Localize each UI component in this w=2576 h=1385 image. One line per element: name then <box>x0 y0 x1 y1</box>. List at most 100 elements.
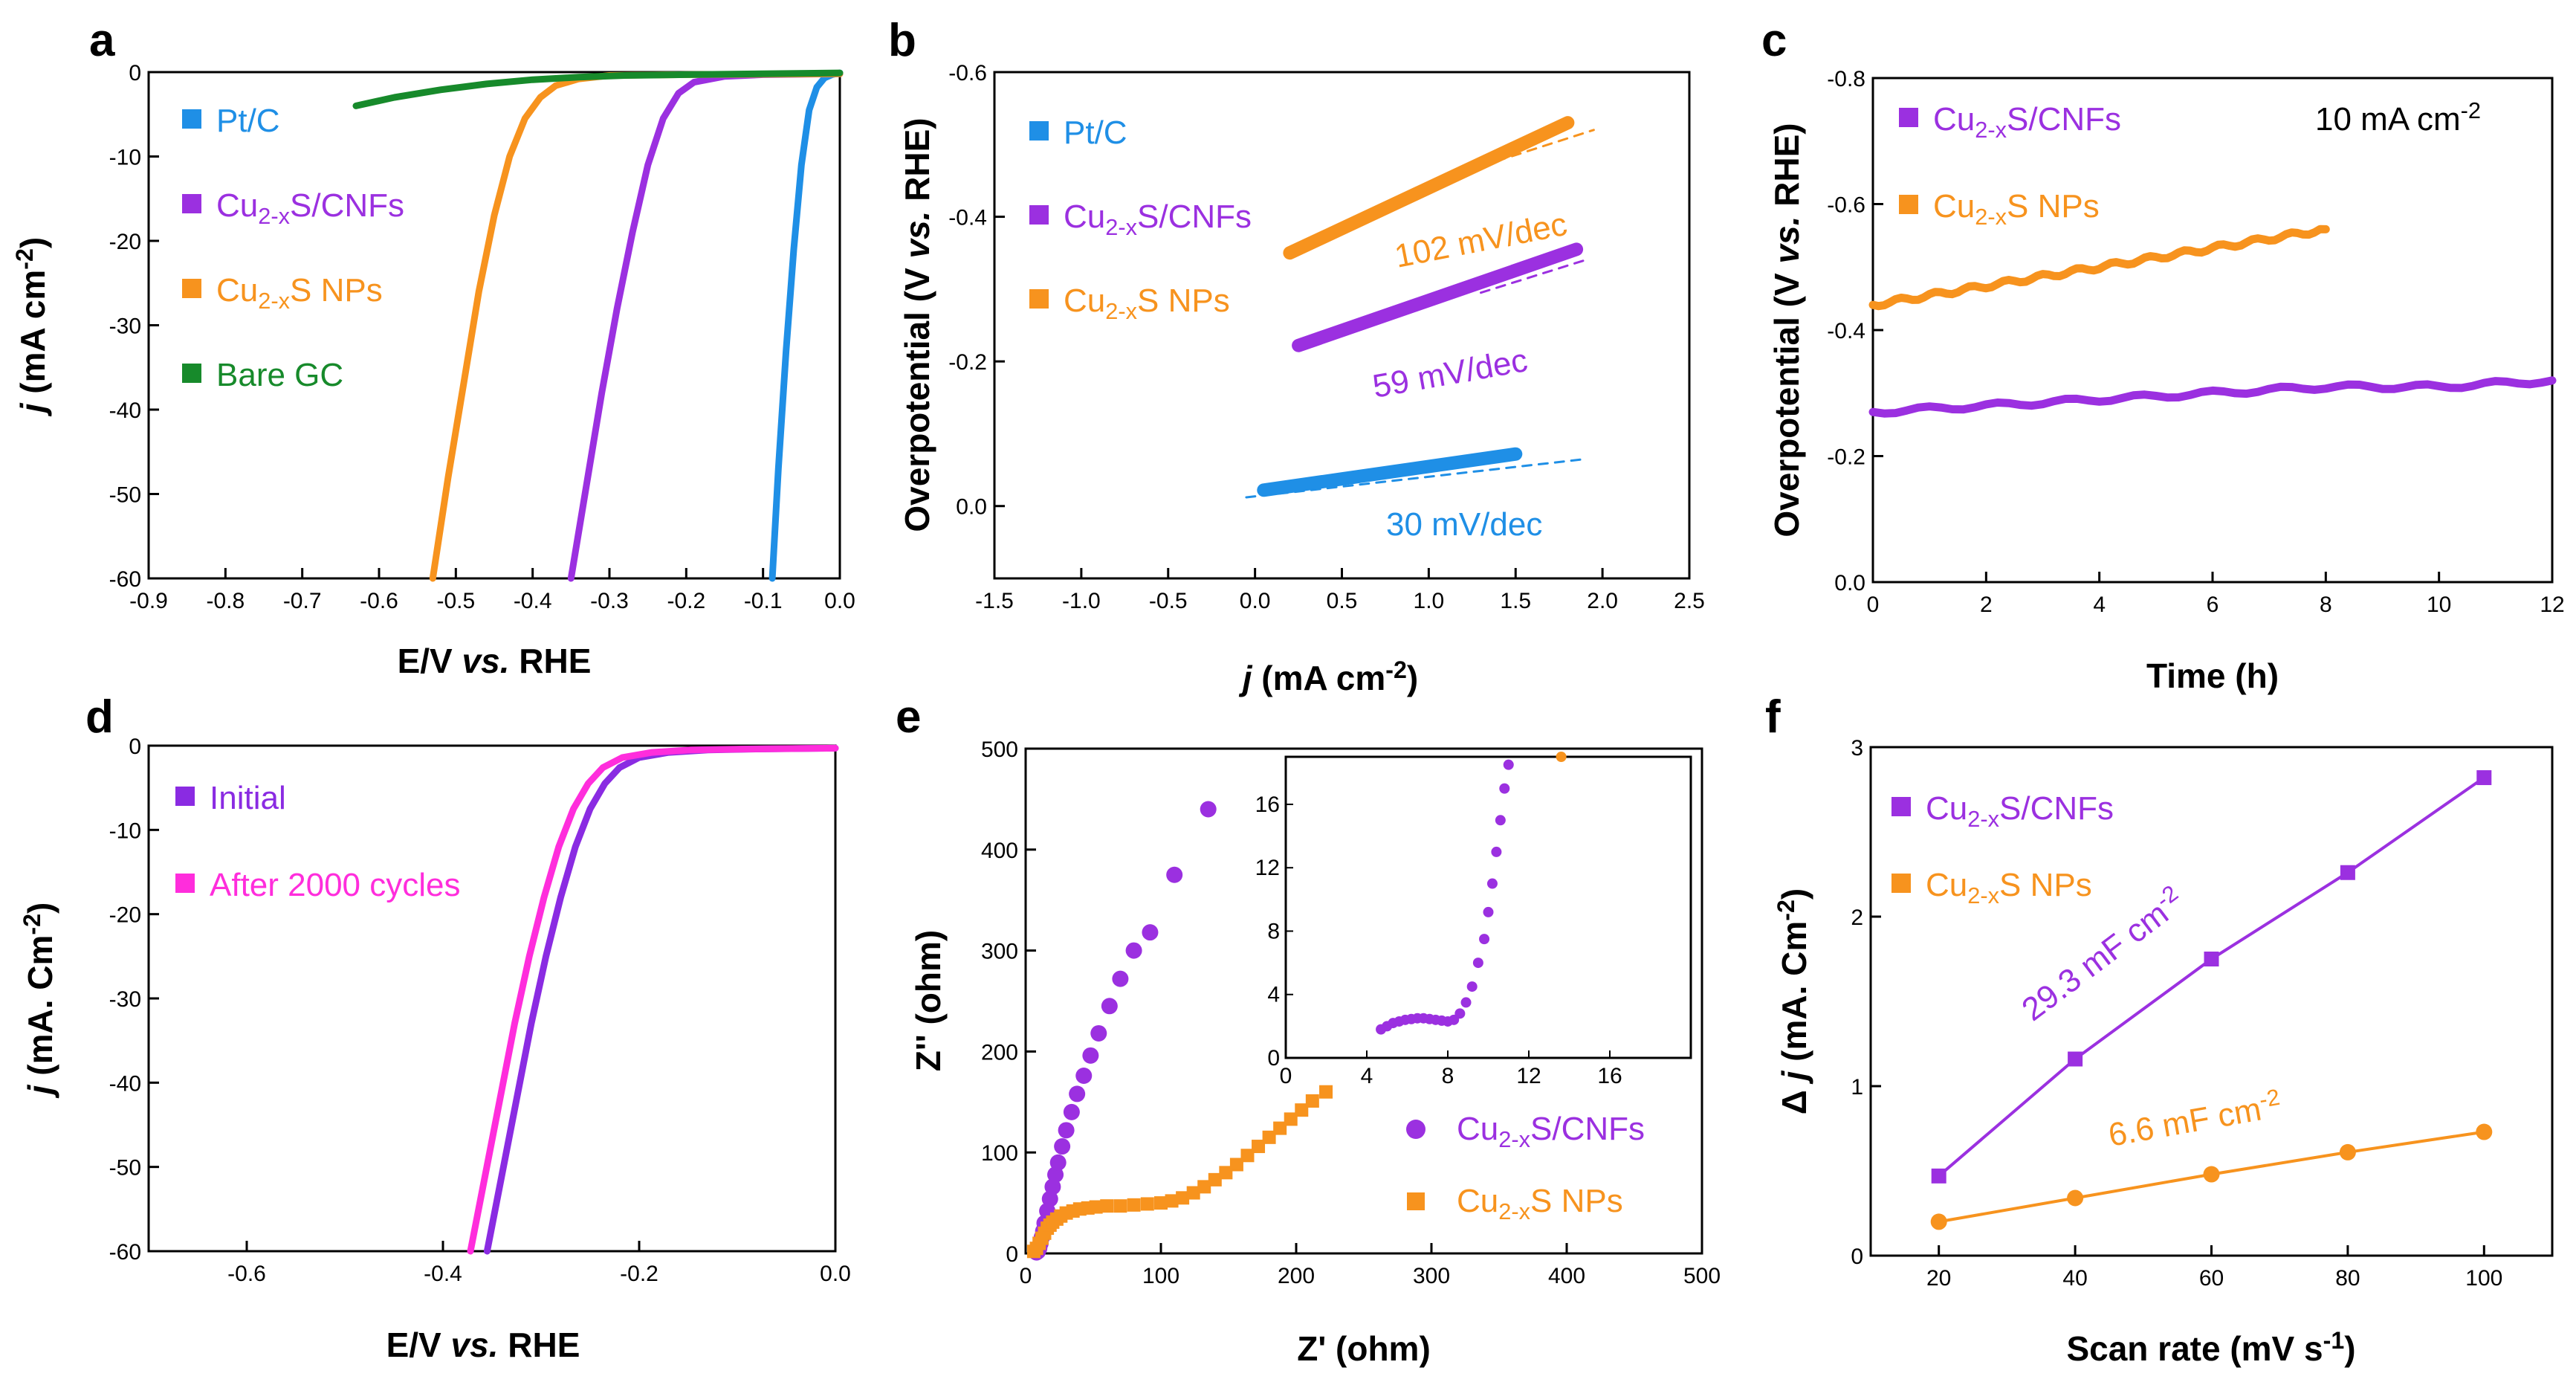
x-tick-label: -0.4 <box>514 589 552 613</box>
legend-swatch <box>182 194 201 213</box>
y-tick-label: -50 <box>109 1156 141 1181</box>
x-axis-label: E/V vs. RHE <box>386 1326 580 1364</box>
x-tick-label: 1.0 <box>1414 589 1445 613</box>
inset-point <box>1495 815 1506 826</box>
inset-x-tick-label: 16 <box>1597 1064 1622 1088</box>
x-tick-label: -0.6 <box>227 1262 266 1286</box>
legend-entry: Cu2-xS/CNFs <box>1457 1111 1645 1152</box>
y-tick-label: 2 <box>1851 905 1863 930</box>
plot-frame <box>1871 77 2554 584</box>
x-tick-label: -0.1 <box>744 589 783 613</box>
x-tick-label: 2.0 <box>1587 589 1618 613</box>
y-tick-label: 0 <box>1006 1242 1018 1267</box>
y-tick-label: 0.0 <box>1834 571 1865 595</box>
y-tick-label: 300 <box>981 940 1018 964</box>
data-point <box>2204 952 2219 966</box>
nyquist-point <box>1049 1154 1067 1171</box>
chart-a: -0.9 -0.8 -0.7 -0.6 -0.5 -0.4 -0.3 -0.2 -0.1 0.0 0… <box>11 61 855 680</box>
series-line <box>467 744 839 1255</box>
legend-swatch <box>1899 108 1918 127</box>
y-tick-label: 1 <box>1851 1075 1863 1100</box>
inset-x-tick-label: 12 <box>1516 1064 1541 1088</box>
inset-point <box>1454 1008 1466 1019</box>
nyquist-point <box>1075 1067 1093 1084</box>
legend-entry: Bare GC <box>216 357 343 393</box>
inset-point <box>1472 958 1483 969</box>
nyquist-point <box>1127 1198 1141 1212</box>
legend-entry: Cu2-xS NPs <box>1457 1183 1623 1224</box>
x-axis-label: Scan rate (mV s-1) <box>2066 1327 2355 1368</box>
nyquist-point <box>1090 1024 1107 1042</box>
x-axis-label: Time (h) <box>2146 656 2279 695</box>
x-tick-label: 2 <box>1980 593 1993 617</box>
x-tick-label: -0.4 <box>424 1262 462 1286</box>
data-point <box>2067 1189 2084 1207</box>
legend-entry: Cu2-xS/CNFs <box>1064 198 1252 240</box>
nyquist-point <box>1240 1149 1255 1163</box>
nyquist-point <box>1252 1140 1266 1154</box>
nyquist-point <box>1063 1103 1080 1120</box>
x-tick-label: 2.5 <box>1674 589 1705 613</box>
panel-label-f: f <box>1765 691 1781 743</box>
y-tick-label: -10 <box>109 819 141 843</box>
legend-entry: Cu2-xS NPs <box>1064 283 1230 324</box>
nyquist-point <box>1176 1191 1190 1205</box>
x-tick-label: 100 <box>2465 1266 2502 1291</box>
inset-y-tick-label: 8 <box>1267 919 1280 943</box>
y-axis-label: Δ j (mA. Cm-2) <box>1773 888 1813 1114</box>
y-tick-label: -20 <box>109 903 141 928</box>
nyquist-point <box>1069 1085 1086 1102</box>
panel-label-b: b <box>888 15 916 66</box>
y-axis-label: Overpotential (V vs. RHE) <box>1767 123 1806 537</box>
x-tick-label: 40 <box>2062 1266 2087 1291</box>
inset-y-tick-label: 16 <box>1255 792 1280 817</box>
series-line <box>567 70 844 582</box>
nyquist-point <box>1054 1138 1071 1155</box>
legend-swatch <box>1407 1192 1425 1210</box>
series-line <box>768 69 844 582</box>
tafel-fit-line <box>1480 129 1595 167</box>
legend-entry: Cu2-xS NPs <box>216 272 383 314</box>
x-tick-label: -1.0 <box>1062 589 1101 613</box>
chart-b: -1.5 -1.0 -0.5 0.0 0.5 1.0 1.5 2.0 2.5 -0.6 -0.4 -0… <box>898 61 1705 697</box>
x-tick-label: -0.9 <box>129 589 168 613</box>
x-tick-label: 0.0 <box>824 589 855 613</box>
panel-label-c: c <box>1761 15 1787 66</box>
y-tick-label: -10 <box>109 146 141 170</box>
x-tick-label: -0.7 <box>283 589 322 613</box>
nyquist-point <box>1197 1180 1211 1194</box>
x-tick-label: 6 <box>2207 593 2219 617</box>
capacitance-annotation: 6.6 mF cm-2 <box>2105 1084 2284 1154</box>
y-tick-label: 0 <box>1851 1244 1863 1269</box>
tafel-fit-line <box>1245 458 1587 499</box>
legend-entry: Cu2-xS/CNFs <box>1933 101 2121 143</box>
inset-chart: 0 4 8 12 16 0 4 8 12 16 <box>1255 752 1692 1088</box>
x-tick-label: 1.5 <box>1500 589 1531 613</box>
legend-swatch <box>175 787 195 806</box>
nyquist-point <box>1166 866 1183 883</box>
nyquist-point <box>1154 1196 1168 1210</box>
nyquist-point <box>1101 998 1118 1015</box>
x-tick-label: 0.0 <box>1240 589 1271 613</box>
legend-entry: After 2000 cycles <box>210 867 461 903</box>
y-tick-label: -60 <box>109 1240 141 1265</box>
tafel-line <box>1283 116 1575 260</box>
y-tick-label: -0.2 <box>1827 445 1865 470</box>
nyquist-point <box>1058 1122 1075 1139</box>
legend-entry: Cu2-xS/CNFs <box>216 187 404 229</box>
slope-annotation: 30 mV/dec <box>1386 506 1542 543</box>
chart-c: 0 2 4 6 8 10 12 -0.8 -0.6 -0.4 -0.2 0.0 Cu2-xS/CNFs C… <box>1767 67 2565 695</box>
inset-y-tick-label: 12 <box>1255 856 1280 880</box>
y-tick-label: -0.4 <box>948 206 987 230</box>
x-tick-label: 8 <box>2320 593 2332 617</box>
x-tick-label: -0.5 <box>436 589 475 613</box>
y-tick-label: -0.6 <box>1827 193 1865 218</box>
inset-y-tick-label: 4 <box>1267 983 1280 1007</box>
legend-swatch <box>182 364 201 383</box>
x-tick-label: -0.2 <box>667 589 705 613</box>
nyquist-point <box>1140 1197 1154 1211</box>
x-axis-label: E/V vs. RHE <box>398 642 592 680</box>
series-line <box>483 744 839 1255</box>
